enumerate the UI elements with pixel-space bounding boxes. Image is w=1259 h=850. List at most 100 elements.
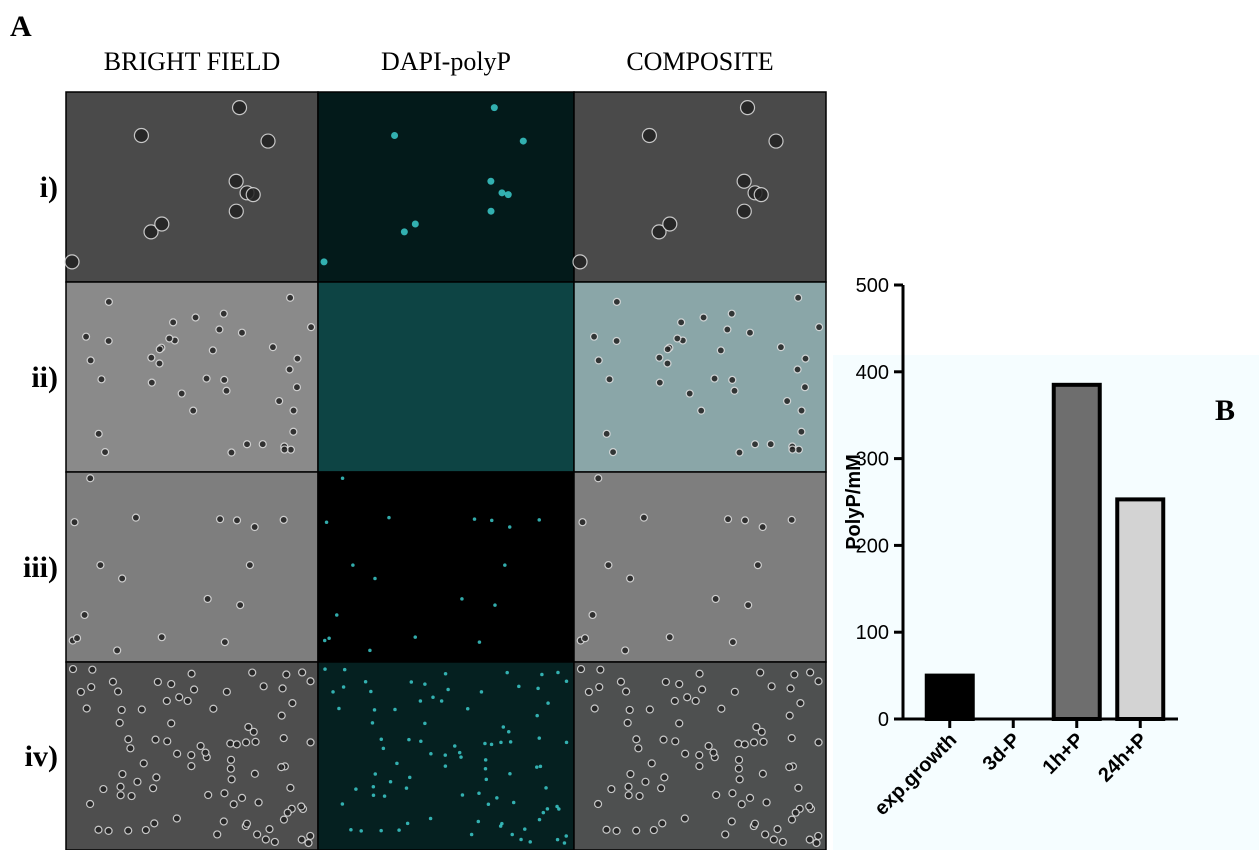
cell bbox=[187, 761, 196, 771]
fluorescence-spot bbox=[379, 737, 384, 742]
cell bbox=[172, 814, 181, 823]
fluorescence-spot bbox=[373, 576, 377, 581]
cell bbox=[576, 664, 586, 674]
fluorescence-spot bbox=[484, 777, 489, 782]
cell bbox=[744, 601, 753, 610]
cell bbox=[260, 133, 276, 149]
fluorescence-spot bbox=[564, 740, 569, 745]
cell bbox=[163, 737, 172, 746]
cell bbox=[647, 759, 656, 768]
cell bbox=[82, 704, 91, 713]
cell bbox=[277, 763, 286, 772]
cell bbox=[152, 773, 161, 782]
cell bbox=[151, 735, 160, 744]
cell bbox=[778, 837, 787, 847]
cell bbox=[752, 722, 761, 732]
cell bbox=[639, 513, 649, 522]
fluorescence-spot bbox=[423, 721, 427, 726]
fluorescence-spot bbox=[337, 706, 341, 711]
fluorescence-spot bbox=[536, 686, 540, 691]
fluorescence-spot bbox=[511, 800, 516, 805]
cell bbox=[139, 759, 148, 768]
cell bbox=[740, 516, 750, 525]
fluorescence-spot bbox=[537, 736, 542, 740]
cell bbox=[155, 345, 164, 354]
cell bbox=[104, 826, 113, 835]
fluorescence-spot bbox=[457, 750, 462, 755]
cell bbox=[625, 705, 634, 715]
fluorescence-spot bbox=[483, 758, 488, 762]
cell bbox=[215, 515, 225, 524]
cell bbox=[131, 513, 141, 522]
micrograph bbox=[317, 281, 575, 473]
micrograph bbox=[65, 91, 319, 283]
fluorescence-spot bbox=[340, 476, 345, 481]
cell bbox=[232, 516, 242, 525]
fluorescence-spot bbox=[523, 827, 527, 831]
cell bbox=[306, 323, 316, 332]
cell bbox=[104, 336, 113, 346]
fluorescence-spot bbox=[335, 613, 339, 617]
fluorescence-spot bbox=[431, 695, 435, 699]
cell bbox=[734, 739, 743, 748]
cell bbox=[265, 825, 274, 834]
cell bbox=[737, 800, 746, 809]
cell bbox=[277, 711, 286, 720]
fluorescence-spot bbox=[391, 131, 399, 139]
y-tick-label: 200 bbox=[856, 535, 889, 557]
cell bbox=[607, 784, 616, 794]
cell bbox=[141, 825, 150, 835]
cell bbox=[662, 216, 678, 232]
cell bbox=[593, 799, 603, 809]
cell bbox=[711, 594, 720, 604]
cell bbox=[104, 297, 113, 306]
cell bbox=[147, 353, 156, 362]
fluorescence-spot bbox=[409, 680, 414, 684]
cell bbox=[203, 594, 212, 604]
cell bbox=[608, 447, 618, 457]
cell bbox=[716, 346, 725, 355]
cell bbox=[745, 328, 755, 337]
fluorescence-spot bbox=[354, 787, 358, 791]
fluorescence-spot bbox=[564, 834, 568, 838]
fluorescence-spot bbox=[446, 687, 450, 692]
fluorescence-spot bbox=[507, 525, 512, 529]
cell bbox=[297, 802, 306, 811]
cell bbox=[641, 777, 650, 786]
cell bbox=[237, 793, 247, 803]
cell bbox=[683, 693, 692, 702]
cell bbox=[681, 749, 690, 758]
cell bbox=[96, 560, 105, 570]
cell bbox=[602, 429, 611, 438]
fluorescence-spot bbox=[387, 515, 391, 520]
cell bbox=[196, 741, 205, 751]
cell bbox=[279, 734, 288, 743]
cell bbox=[750, 440, 760, 449]
cell bbox=[612, 297, 621, 306]
cell bbox=[801, 354, 810, 363]
fluorescence-spot bbox=[393, 707, 397, 712]
cell bbox=[691, 696, 700, 706]
fluorescence-spot bbox=[379, 828, 383, 833]
cell bbox=[88, 665, 97, 674]
cell bbox=[787, 515, 796, 524]
cell bbox=[70, 518, 79, 527]
cell bbox=[572, 254, 588, 270]
micrograph bbox=[65, 281, 319, 473]
cell bbox=[86, 474, 95, 483]
cell bbox=[584, 687, 593, 697]
cell bbox=[739, 99, 756, 116]
cell bbox=[624, 782, 633, 791]
fluorescence-spot bbox=[490, 518, 494, 523]
cell bbox=[220, 375, 229, 384]
cell bbox=[242, 440, 252, 449]
cell bbox=[94, 825, 103, 834]
cell bbox=[215, 325, 224, 334]
cell bbox=[632, 735, 641, 744]
cell bbox=[723, 515, 733, 524]
fluorescence-spot bbox=[545, 807, 550, 811]
row-label: ii) bbox=[31, 361, 58, 394]
cell bbox=[783, 396, 792, 406]
cell bbox=[137, 705, 146, 714]
fluorescence-spot bbox=[476, 819, 481, 824]
